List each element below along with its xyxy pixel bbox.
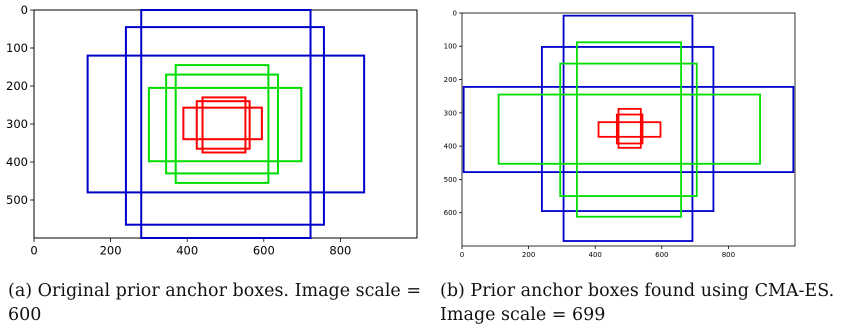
- panel-b-y-tick-label: 0: [453, 9, 457, 17]
- panel-a-anchor-box-small: [195, 100, 251, 150]
- panel-b-anchor-box-large: [541, 46, 715, 212]
- panel-a-axes-frame: [33, 9, 418, 239]
- panel-b-y-tick-label: 200: [444, 76, 457, 84]
- panel-b-x-tick-label: 800: [722, 251, 735, 259]
- panel-a-y-tick-label: 500: [6, 193, 28, 207]
- panel-b-y-tick-label: 400: [444, 143, 457, 151]
- panel-a-x-tick-label: 400: [176, 244, 198, 258]
- panel-b-axes-frame: [461, 12, 796, 247]
- figure-canvas: 0 200 400 600 800 0 100 200 300 400 500 0 200 400 600…: [6, 3, 796, 259]
- panel-a-ticks: 0 200 400 600 800 0 100 200 300 400 500: [6, 3, 351, 257]
- panel-a-anchor-box-large: [140, 9, 312, 239]
- panel-a-y-tick-label: 400: [6, 155, 28, 169]
- panel-b-anchor-box-medium: [575, 41, 683, 218]
- panel-a-y-tick-label: 200: [6, 79, 28, 93]
- panel-a-anchor-box-large: [124, 26, 325, 226]
- panel-b-x-tick-label: 0: [460, 251, 464, 259]
- panel-a-boxes: [86, 9, 366, 239]
- panel-a-x-tick-label: 0: [30, 244, 37, 258]
- panel-b-anchor-box-medium: [559, 62, 698, 197]
- panel-b-anchor-box-large: [462, 85, 795, 174]
- panel-a-x-tick-label: 800: [329, 244, 351, 258]
- panel-b-anchor-box-small: [615, 113, 644, 145]
- panel-a-plot: 0 200 400 600 800 0 100 200 300 400 500: [6, 3, 418, 258]
- panel-a-anchor-box-small: [182, 106, 263, 141]
- panel-b-x-tick-label: 200: [522, 251, 535, 259]
- panel-a-y-tick-label: 300: [6, 117, 28, 131]
- panel-b-anchor-box-small: [597, 121, 662, 138]
- panel-b-ticks: 0 200 400 600 800 0 100 200 300 400 500 600: [444, 9, 735, 259]
- panel-a-x-tick-label: 600: [253, 244, 275, 258]
- panel-b-caption: (b) Prior anchor boxes found using CMA-E…: [440, 281, 835, 325]
- panel-a-x-tick-label: 200: [100, 244, 122, 258]
- panel-b-boxes: [462, 14, 795, 242]
- panel-b-x-tick-label: 400: [589, 251, 602, 259]
- panel-b-anchor-box-medium: [497, 93, 761, 165]
- panel-a-anchor-box-medium: [174, 64, 270, 184]
- panel-b-y-tick-label: 300: [444, 109, 457, 117]
- panel-a-anchor-box-large: [86, 54, 366, 194]
- panel-b-y-tick-label: 100: [444, 43, 457, 51]
- panel-a-caption: (a) Original prior anchor boxes. Image s…: [8, 281, 422, 325]
- panel-b-y-tick-label: 500: [444, 176, 457, 184]
- panel-b-x-tick-label: 600: [655, 251, 668, 259]
- panel-a-y-tick-label: 100: [6, 41, 28, 55]
- panel-a-anchor-box-medium: [147, 86, 303, 163]
- panel-b-plot: 0 200 400 600 800 0 100 200 300 400 500 600: [444, 9, 796, 259]
- panel-a-anchor-box-medium: [165, 73, 279, 175]
- panel-b-anchor-box-small: [617, 107, 642, 149]
- panel-b-y-tick-label: 600: [444, 209, 457, 217]
- panel-b-anchor-box-large: [562, 14, 694, 242]
- panel-a-y-tick-label: 0: [21, 3, 28, 17]
- panel-a-anchor-box-small: [201, 96, 247, 154]
